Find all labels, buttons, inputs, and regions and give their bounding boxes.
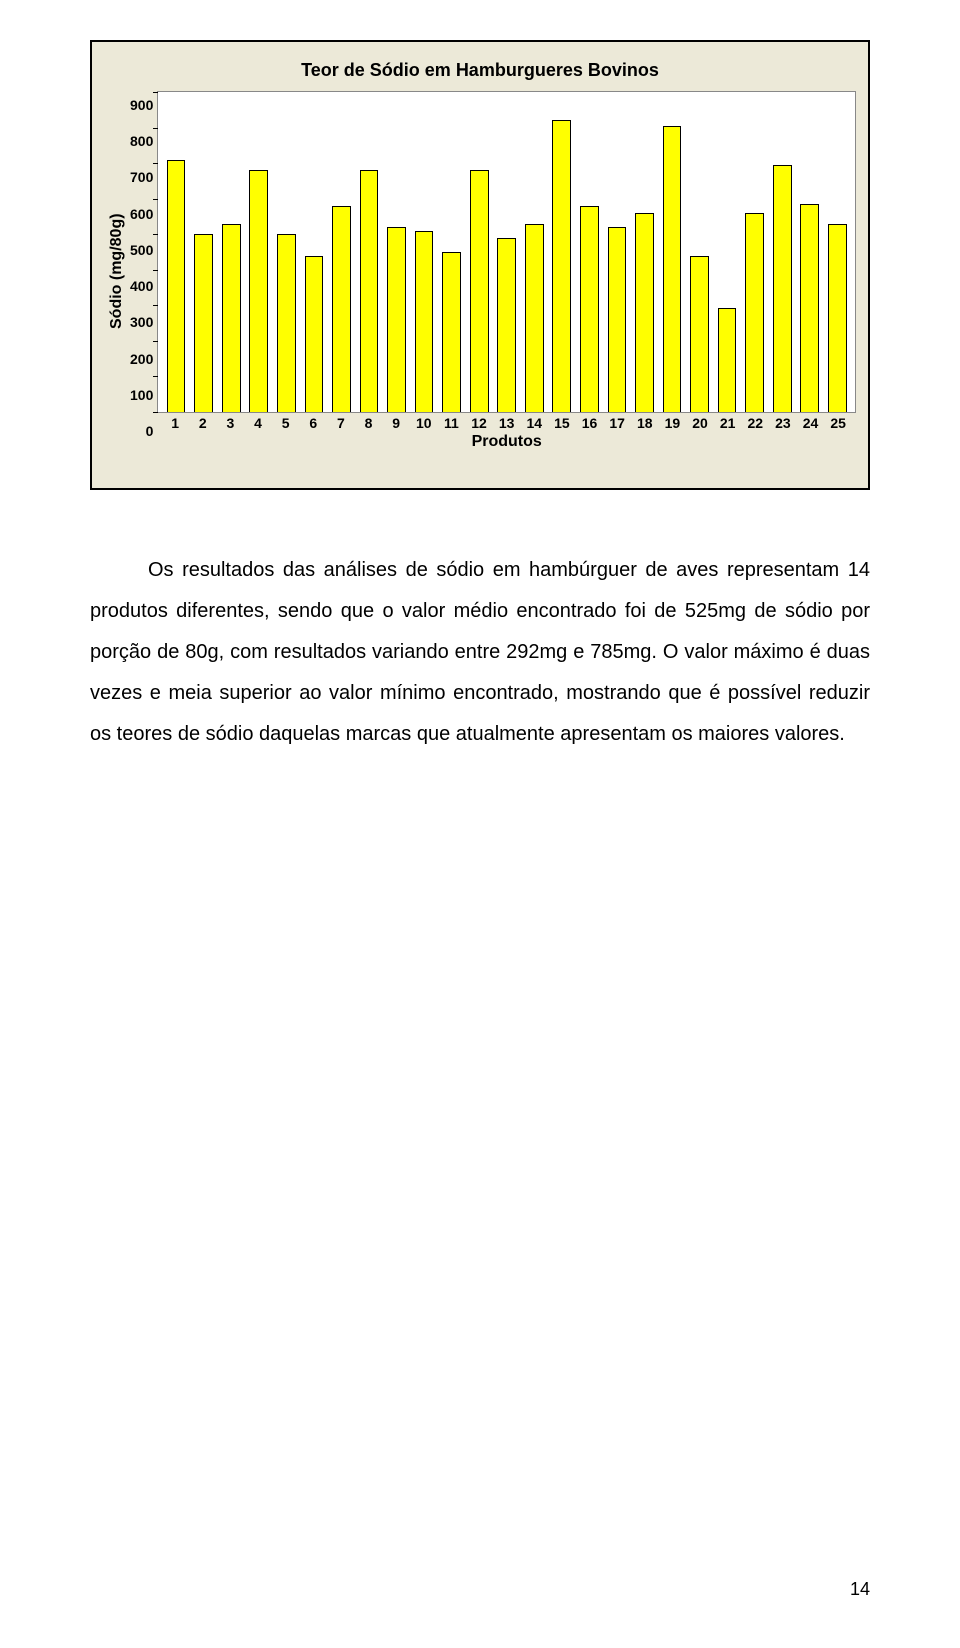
x-tick-label: 8 bbox=[355, 415, 383, 431]
bar-slot bbox=[548, 92, 576, 412]
bar-slot bbox=[383, 92, 411, 412]
x-tick-label: 23 bbox=[769, 415, 797, 431]
x-tick-label: 4 bbox=[244, 415, 272, 431]
x-axis-ticks: 1234567891011121314151617181920212223242… bbox=[157, 413, 856, 431]
x-tick-label: 20 bbox=[686, 415, 714, 431]
x-tick-label: 19 bbox=[659, 415, 687, 431]
x-tick-label: 24 bbox=[797, 415, 825, 431]
bar bbox=[249, 170, 268, 412]
bar-slot bbox=[631, 92, 659, 412]
bar bbox=[277, 234, 296, 412]
bar-slot bbox=[438, 92, 466, 412]
bar bbox=[745, 213, 764, 412]
bar bbox=[222, 224, 241, 412]
plot-wrap: 1234567891011121314151617181920212223242… bbox=[157, 91, 856, 451]
bar-slot bbox=[328, 92, 356, 412]
y-tick-label: 800 bbox=[130, 134, 153, 148]
bar bbox=[497, 238, 516, 412]
x-tick-label: 9 bbox=[382, 415, 410, 431]
y-tick-label: 600 bbox=[130, 207, 153, 221]
y-tick-label: 500 bbox=[130, 243, 153, 257]
bar-slot bbox=[493, 92, 521, 412]
y-tick-label: 400 bbox=[130, 279, 153, 293]
bar bbox=[470, 170, 489, 412]
bar bbox=[442, 252, 461, 412]
bar bbox=[608, 227, 627, 412]
y-tick-label: 300 bbox=[130, 315, 153, 329]
x-tick-label: 17 bbox=[603, 415, 631, 431]
bar-slot bbox=[520, 92, 548, 412]
y-tick-label: 900 bbox=[130, 98, 153, 112]
x-tick-label: 12 bbox=[465, 415, 493, 431]
bar-slot bbox=[300, 92, 328, 412]
bar bbox=[580, 206, 599, 412]
bar bbox=[800, 204, 819, 412]
bar-slot bbox=[245, 92, 273, 412]
bar bbox=[690, 256, 709, 412]
x-tick-label: 1 bbox=[161, 415, 189, 431]
bar bbox=[387, 227, 406, 412]
bar bbox=[635, 213, 654, 412]
bar-slot bbox=[741, 92, 769, 412]
x-tick-label: 5 bbox=[272, 415, 300, 431]
y-axis-label: Sódio (mg/80g) bbox=[104, 91, 130, 451]
x-tick-label: 7 bbox=[327, 415, 355, 431]
bar bbox=[332, 206, 351, 412]
bar-slot bbox=[162, 92, 190, 412]
y-tick-label: 100 bbox=[130, 388, 153, 402]
x-tick-label: 21 bbox=[714, 415, 742, 431]
x-tick-label: 10 bbox=[410, 415, 438, 431]
bar bbox=[552, 120, 571, 412]
bar-slot bbox=[768, 92, 796, 412]
bar-slot bbox=[576, 92, 604, 412]
bar-slot bbox=[465, 92, 493, 412]
bar-slot bbox=[355, 92, 383, 412]
page-number: 14 bbox=[850, 1579, 870, 1600]
bar-slot bbox=[686, 92, 714, 412]
x-tick-label: 11 bbox=[438, 415, 466, 431]
x-tick-label: 25 bbox=[824, 415, 852, 431]
y-tick-label: 200 bbox=[130, 352, 153, 366]
y-tick-marks bbox=[153, 92, 158, 412]
bar bbox=[525, 224, 544, 412]
chart-title: Teor de Sódio em Hamburgueres Bovinos bbox=[104, 60, 856, 81]
bar-slot bbox=[190, 92, 218, 412]
bar bbox=[305, 256, 324, 412]
x-axis-label: Produtos bbox=[157, 433, 856, 451]
bar-slot bbox=[603, 92, 631, 412]
bar-slot bbox=[410, 92, 438, 412]
x-tick-label: 15 bbox=[548, 415, 576, 431]
bar-slot bbox=[658, 92, 686, 412]
chart-frame: Teor de Sódio em Hamburgueres Bovinos Só… bbox=[90, 40, 870, 490]
x-tick-label: 2 bbox=[189, 415, 217, 431]
paragraph: Os resultados das análises de sódio em h… bbox=[90, 550, 870, 755]
x-tick-label: 6 bbox=[299, 415, 327, 431]
y-tick-label: 0 bbox=[146, 424, 154, 438]
bar-slot bbox=[273, 92, 301, 412]
body-text: Os resultados das análises de sódio em h… bbox=[90, 550, 870, 755]
bar-slot bbox=[823, 92, 851, 412]
y-tick-label: 700 bbox=[130, 170, 153, 184]
x-tick-label: 22 bbox=[741, 415, 769, 431]
x-tick-label: 13 bbox=[493, 415, 521, 431]
bar bbox=[194, 234, 213, 412]
bar bbox=[773, 165, 792, 412]
bar-slot bbox=[713, 92, 741, 412]
bar-slot bbox=[217, 92, 245, 412]
bar bbox=[415, 231, 434, 412]
bar-slot bbox=[796, 92, 824, 412]
x-tick-label: 14 bbox=[520, 415, 548, 431]
chart-body: Sódio (mg/80g) 9008007006005004003002001… bbox=[104, 91, 856, 451]
bar bbox=[360, 170, 379, 412]
bar bbox=[828, 224, 847, 412]
x-tick-label: 18 bbox=[631, 415, 659, 431]
x-tick-label: 16 bbox=[576, 415, 604, 431]
chart-plot-area bbox=[157, 91, 856, 413]
bar bbox=[718, 308, 737, 412]
bar bbox=[663, 126, 682, 412]
bar bbox=[167, 160, 186, 412]
x-tick-label: 3 bbox=[217, 415, 245, 431]
